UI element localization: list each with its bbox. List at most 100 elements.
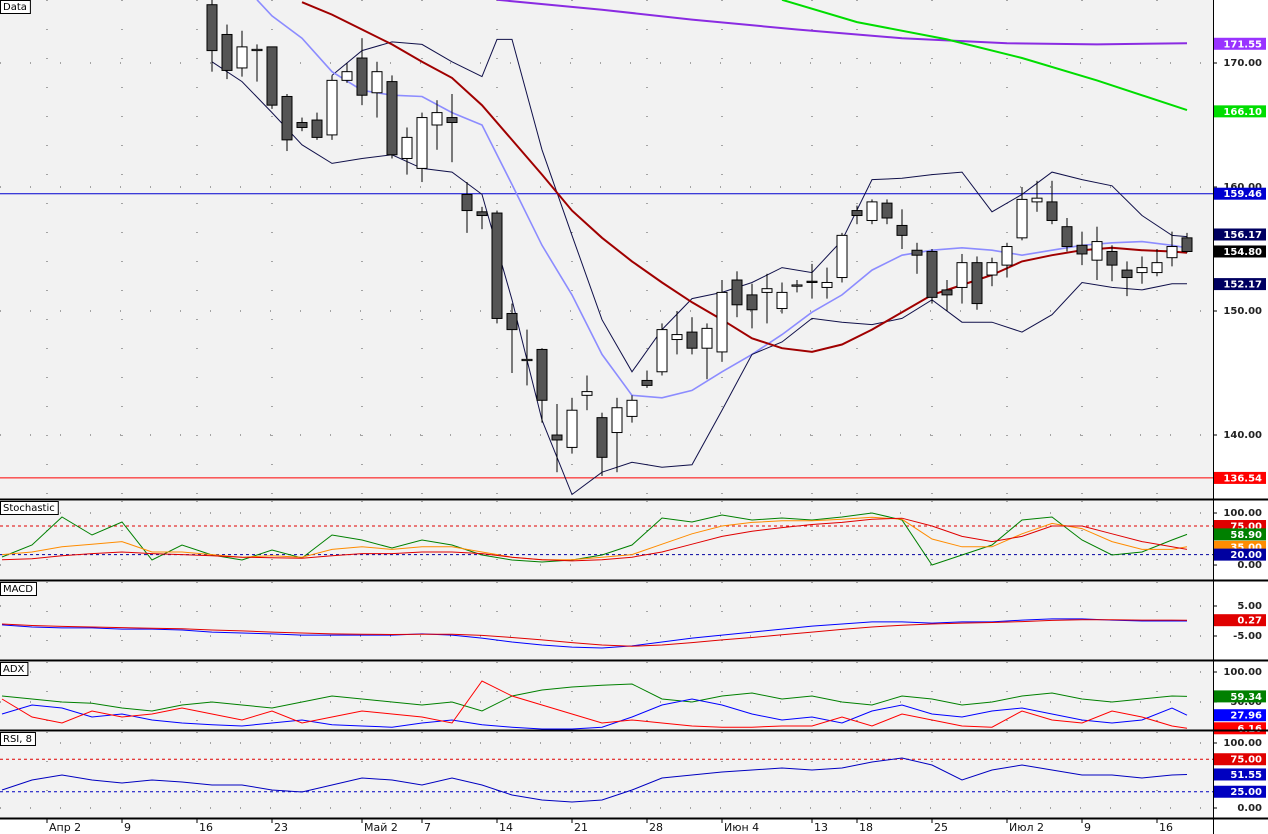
x-tick-label: Май 2 — [364, 821, 398, 834]
y-tick-label: 0.00 — [1237, 803, 1262, 814]
candle-body — [401, 136, 413, 159]
price-badge-label: 0.27 — [1237, 616, 1262, 627]
candle-body — [896, 224, 908, 236]
panel-title-box — [0, 662, 29, 676]
candle-body — [881, 202, 893, 219]
candle-body — [596, 417, 608, 458]
price-badge — [1214, 228, 1266, 241]
candle-body — [1136, 267, 1148, 274]
panel-title-box — [0, 0, 31, 14]
panel-title: RSI, 8 — [3, 734, 32, 745]
candle-body — [266, 46, 278, 106]
price-badge — [1214, 105, 1266, 118]
candle-body — [716, 291, 728, 353]
x-tick-label: Июл 2 — [1009, 821, 1044, 834]
x-tick-label: 16 — [199, 821, 213, 834]
indicator-line — [1, 619, 1188, 647]
y-tick-label: 100.00 — [1223, 667, 1262, 678]
candle-body — [296, 122, 308, 128]
price-badge-label: 6.16 — [1237, 724, 1262, 735]
indicator-line — [496, 0, 1188, 46]
panel-title-box — [0, 732, 36, 746]
x-tick-label: Июн 4 — [724, 821, 759, 834]
price-badge-label: 136.54 — [1223, 473, 1262, 484]
x-tick-label: 9 — [1084, 821, 1091, 834]
candle-body — [1001, 246, 1013, 266]
candle-body — [506, 312, 518, 331]
x-tick-label: 25 — [934, 821, 948, 834]
price-badge-label: 159.46 — [1223, 189, 1262, 200]
candle-body — [326, 79, 338, 136]
candle-body — [806, 280, 818, 283]
candle-body — [776, 291, 788, 310]
indicator-line — [1, 516, 1188, 561]
x-tick-label: 13 — [814, 821, 828, 834]
candle-body — [1121, 269, 1133, 279]
candle-body — [461, 193, 473, 212]
candle-body — [656, 329, 668, 373]
price-badge-label: 35.00 — [1230, 542, 1262, 553]
x-tick-label: 16 — [1159, 821, 1173, 834]
candle-body — [311, 119, 323, 138]
panel-title: MACD — [3, 584, 33, 595]
x-tick-label: 21 — [574, 821, 588, 834]
price-badge — [1214, 528, 1266, 541]
price-badge-label: 75.00 — [1230, 755, 1262, 766]
candle-body — [761, 288, 773, 293]
price-badge-label: 20.00 — [1230, 550, 1262, 561]
candle-body — [746, 294, 758, 311]
indicator-line — [1, 618, 1187, 649]
candle-body — [521, 358, 533, 362]
candle-body — [566, 409, 578, 448]
y-tick-label: -5.00 — [1233, 631, 1262, 642]
price-badge — [1214, 471, 1266, 484]
candle-body — [941, 289, 953, 296]
price-badge-label: 27.96 — [1230, 711, 1262, 722]
candle-body — [431, 112, 443, 126]
candle-body — [686, 331, 698, 349]
candle-body — [911, 249, 923, 256]
y-tick-label: 140.00 — [1223, 430, 1262, 441]
candle-body — [206, 4, 218, 52]
y-tick-label: 100.00 — [1223, 508, 1262, 519]
indicator-line — [1, 757, 1188, 803]
price-badge-label: 75.00 — [1230, 522, 1262, 533]
x-tick-label: 9 — [124, 821, 131, 834]
x-tick-label: 14 — [499, 821, 513, 834]
panel-background — [0, 662, 1213, 730]
price-badge-label: 156.17 — [1223, 230, 1262, 241]
candle-body — [1016, 198, 1028, 239]
y-tick-label: 50.00 — [1230, 697, 1262, 708]
price-badge — [1214, 768, 1266, 781]
x-tick-label: 18 — [859, 821, 873, 834]
price-badge — [1214, 187, 1266, 200]
indicator-line — [1, 680, 1188, 729]
candle-body — [356, 57, 368, 96]
candle-body — [491, 212, 503, 319]
candle-body — [236, 46, 248, 69]
plot-area — [0, 501, 1213, 580]
price-badge-label: 152.17 — [1223, 280, 1262, 291]
candle-body — [1106, 250, 1118, 266]
candle-body — [821, 281, 833, 288]
price-badge-label: 59.34 — [1230, 692, 1262, 703]
candle-body — [641, 379, 653, 386]
price-badge — [1214, 548, 1266, 561]
candle-body — [866, 201, 878, 221]
candle-body — [611, 407, 623, 434]
panel-title: Stochastic — [3, 503, 55, 514]
price-badge — [1214, 278, 1266, 291]
candle-body — [1091, 241, 1103, 261]
price-badge-label: 51.55 — [1230, 770, 1262, 781]
candle-body — [1076, 244, 1088, 255]
indicator-line — [301, 1, 1188, 353]
candle-body — [986, 262, 998, 276]
candle-body — [1181, 237, 1193, 252]
panel-title: ADX — [3, 664, 25, 675]
price-badge — [1214, 785, 1266, 798]
candle-body — [476, 211, 488, 217]
candle-body — [371, 71, 383, 94]
candle-body — [416, 117, 428, 169]
panel-background — [0, 732, 1213, 818]
